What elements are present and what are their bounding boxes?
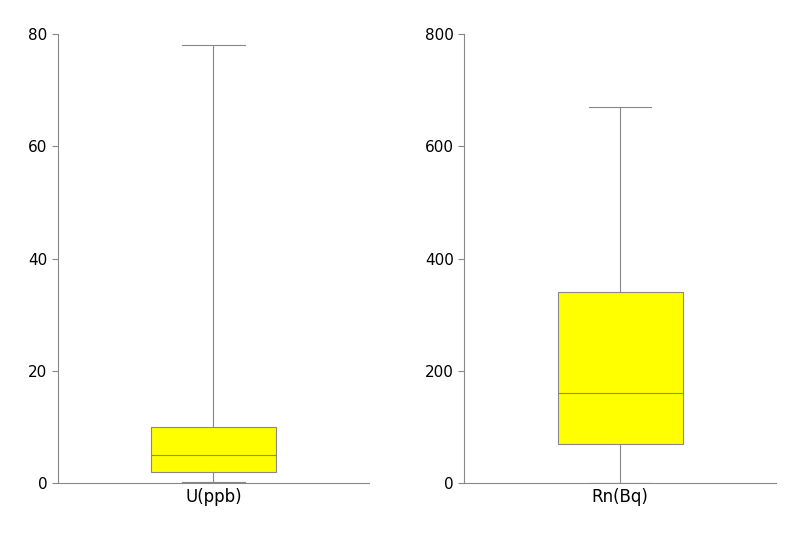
PathPatch shape <box>151 427 275 472</box>
PathPatch shape <box>557 292 682 444</box>
